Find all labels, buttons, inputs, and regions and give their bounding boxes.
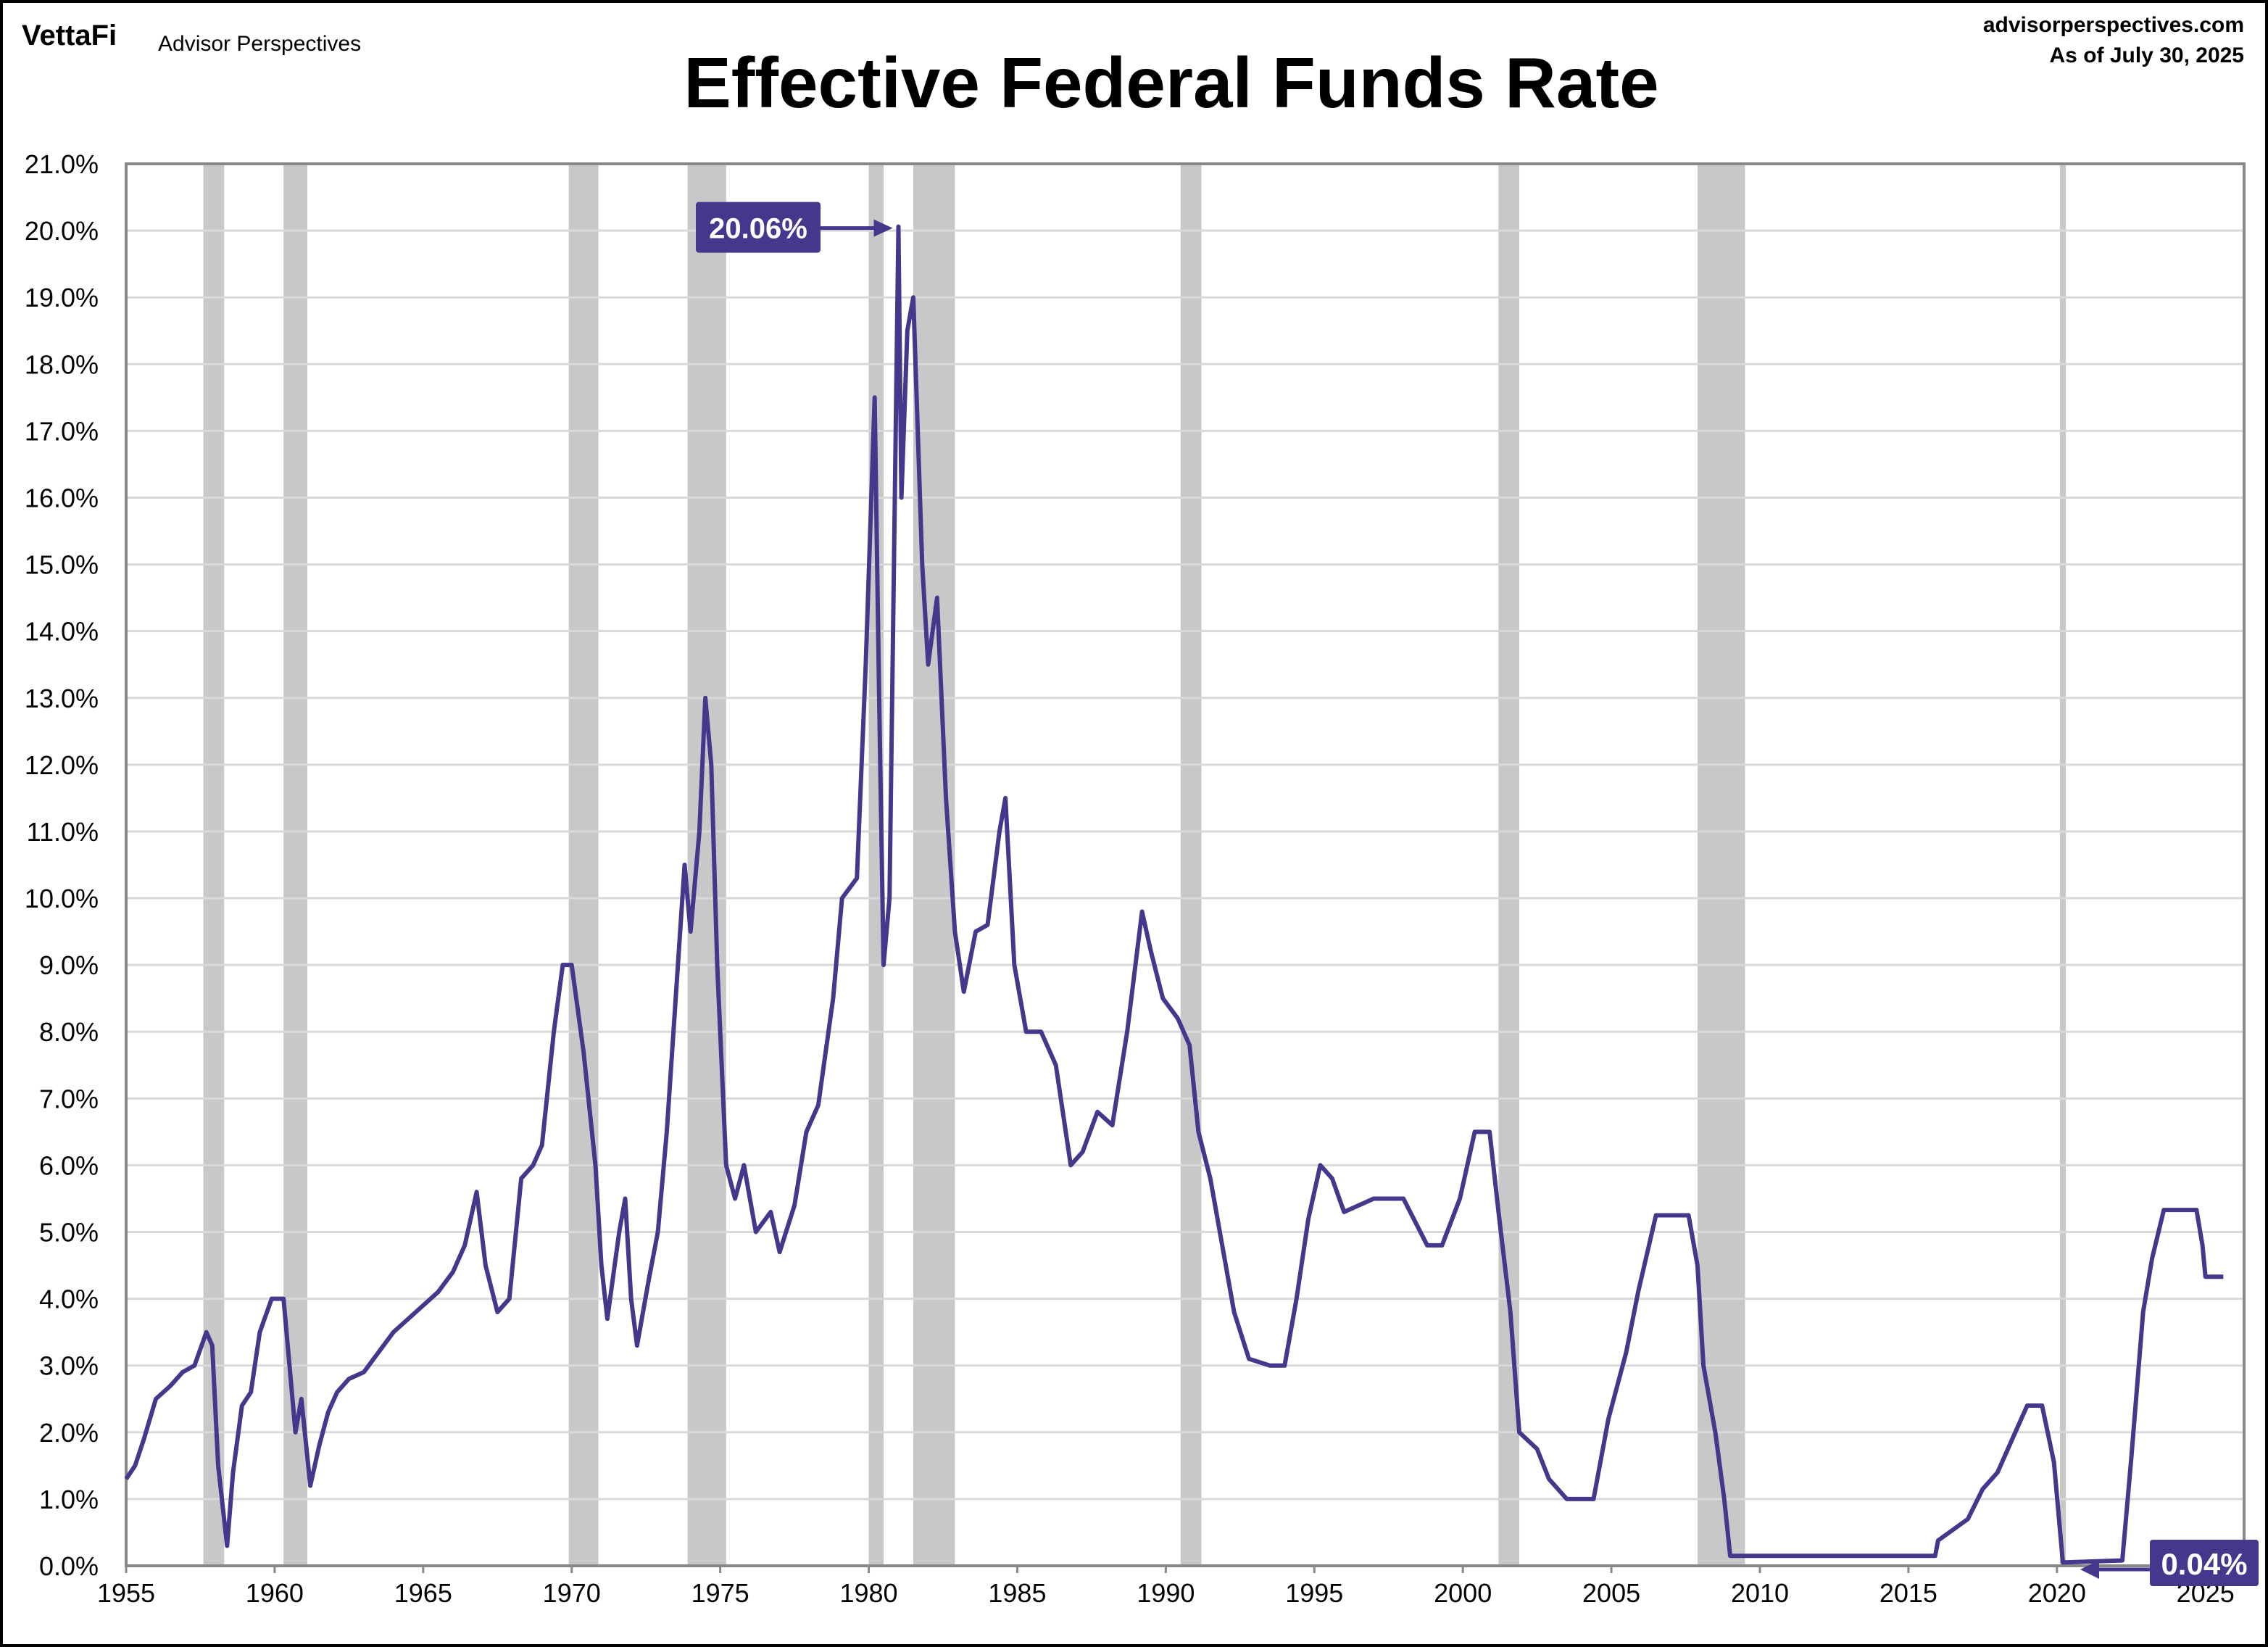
- x-tick-label: 1990: [1137, 1578, 1195, 1608]
- recession-band: [913, 164, 955, 1566]
- x-tick-label: 1960: [246, 1578, 304, 1608]
- y-tick-label: 2.0%: [39, 1418, 99, 1448]
- x-tick-label: 2005: [1582, 1578, 1640, 1608]
- y-tick-label: 12.0%: [25, 750, 99, 780]
- chart-title: Effective Federal Funds Rate: [684, 43, 1658, 123]
- y-tick-label: 18.0%: [25, 349, 99, 379]
- x-tick-label: 2015: [1879, 1578, 1937, 1608]
- annotations: 20.06% 0.04%: [696, 202, 2259, 1586]
- y-tick-label: 17.0%: [25, 416, 99, 446]
- y-axis: 0.0% 1.0% 2.0% 3.0% 4.0% 5.0% 6.0% 7.0% 8.0% 9.0%…: [25, 149, 99, 1581]
- y-tick-label: 15.0%: [25, 550, 99, 580]
- y-tick-label: 0.0%: [39, 1551, 99, 1581]
- arrow-left-icon: [2080, 1560, 2099, 1579]
- gridlines: [125, 162, 2246, 1567]
- y-tick-label: 1.0%: [39, 1485, 99, 1514]
- x-tick-label: 1970: [543, 1578, 601, 1608]
- x-axis: 1955 1960 1965 1970 1975 1980 1985 1990 1995 2000…: [97, 1566, 2235, 1608]
- x-tick-label: 1975: [691, 1578, 749, 1608]
- y-tick-label: 19.0%: [25, 283, 99, 312]
- x-tick-label: 1980: [839, 1578, 897, 1608]
- advisor-perspectives-logo: Advisor Perspectives: [158, 32, 361, 56]
- y-tick-label: 21.0%: [25, 149, 99, 179]
- website-label: advisorperspectives.com: [1983, 13, 2244, 37]
- y-tick-label: 9.0%: [39, 950, 99, 980]
- x-tick-label: 1955: [97, 1578, 155, 1608]
- arrow-right-icon: [873, 219, 893, 237]
- y-tick-label: 3.0%: [39, 1351, 99, 1381]
- recession-band: [687, 164, 726, 1566]
- y-tick-label: 5.0%: [39, 1218, 99, 1248]
- recession-bands: [203, 164, 2066, 1566]
- y-tick-label: 10.0%: [25, 884, 99, 913]
- vettafi-logo: VettaFi: [22, 20, 117, 51]
- recession-band: [568, 164, 599, 1566]
- y-tick-label: 13.0%: [25, 684, 99, 713]
- x-tick-label: 1985: [988, 1578, 1046, 1608]
- recession-band: [1697, 164, 1745, 1566]
- x-tick-label: 1965: [394, 1578, 452, 1608]
- current-label: 0.04%: [2161, 1547, 2247, 1581]
- recession-band: [1180, 164, 1202, 1566]
- as-of-date: As of July 30, 2025: [2050, 43, 2244, 67]
- y-tick-label: 20.0%: [25, 216, 99, 246]
- recession-band: [1498, 164, 1520, 1566]
- x-tick-label: 2000: [1434, 1578, 1492, 1608]
- peak-label: 20.06%: [709, 213, 807, 245]
- x-tick-label: 2010: [1731, 1578, 1789, 1608]
- current-label-box: [2150, 1540, 2259, 1586]
- recession-band: [2059, 164, 2066, 1566]
- y-tick-label: 8.0%: [39, 1017, 99, 1047]
- y-tick-label: 4.0%: [39, 1285, 99, 1314]
- y-tick-label: 6.0%: [39, 1150, 99, 1180]
- fed-funds-rate-line: [124, 224, 2224, 1565]
- x-tick-label: 1995: [1285, 1578, 1343, 1608]
- y-tick-label: 14.0%: [25, 617, 99, 647]
- plot-border: [125, 162, 2246, 1567]
- y-tick-label: 7.0%: [39, 1084, 99, 1113]
- y-tick-label: 16.0%: [25, 483, 99, 513]
- peak-label-box: [696, 202, 821, 253]
- x-tick-label: 2020: [2028, 1578, 2086, 1608]
- y-tick-label: 11.0%: [27, 817, 99, 847]
